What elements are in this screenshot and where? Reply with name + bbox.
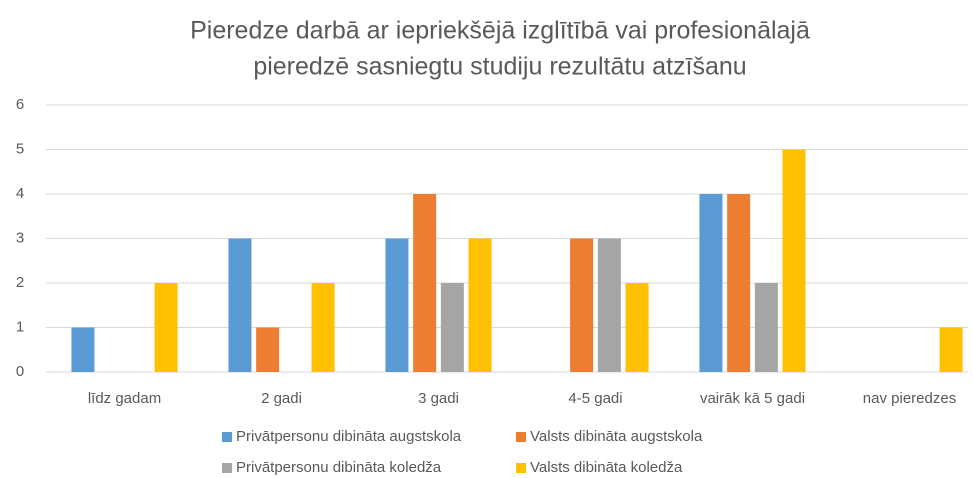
bar [727, 194, 751, 372]
y-tick-label: 5 [16, 140, 24, 157]
legend-swatch [222, 463, 232, 473]
y-tick-label: 4 [16, 185, 24, 202]
bar [256, 327, 280, 372]
x-tick-label: nav pieredzes [863, 390, 956, 407]
bar [939, 327, 963, 372]
legend-swatch [516, 432, 526, 442]
x-tick-label: 4-5 gadi [568, 390, 622, 407]
bar [570, 238, 594, 372]
legend-label: Valsts dibināta koledža [530, 459, 683, 476]
x-tick-label: 3 gadi [418, 390, 459, 407]
bar [597, 238, 621, 372]
x-tick-label: līdz gadam [88, 390, 161, 407]
bar [71, 327, 95, 372]
x-tick-label: 2 gadi [261, 390, 302, 407]
legend-label: Valsts dibināta augstskola [530, 428, 703, 445]
y-tick-label: 0 [16, 363, 24, 380]
chart-title: pieredzē sasniegtu studiju rezultātu atz… [253, 53, 746, 81]
x-tick-label: vairāk kā 5 gadi [700, 390, 805, 407]
bar [625, 283, 649, 372]
bar [468, 238, 492, 372]
legend-swatch [222, 432, 232, 442]
bar [699, 194, 723, 372]
bar [228, 238, 252, 372]
bar [440, 283, 464, 372]
bar [385, 238, 409, 372]
chart-title: Pieredze darbā ar iepriekšējā izglītībā … [190, 17, 810, 45]
y-tick-label: 2 [16, 274, 24, 291]
legend-label: Privātpersonu dibināta koledža [236, 459, 442, 476]
y-tick-label: 1 [16, 318, 24, 335]
bar [154, 283, 178, 372]
y-tick-label: 6 [16, 96, 24, 113]
bar [754, 283, 778, 372]
legend-label: Privātpersonu dibināta augstskola [236, 428, 462, 445]
bar [413, 194, 437, 372]
bar [782, 149, 806, 372]
bar [311, 283, 335, 372]
y-tick-label: 3 [16, 229, 24, 246]
legend-swatch [516, 463, 526, 473]
